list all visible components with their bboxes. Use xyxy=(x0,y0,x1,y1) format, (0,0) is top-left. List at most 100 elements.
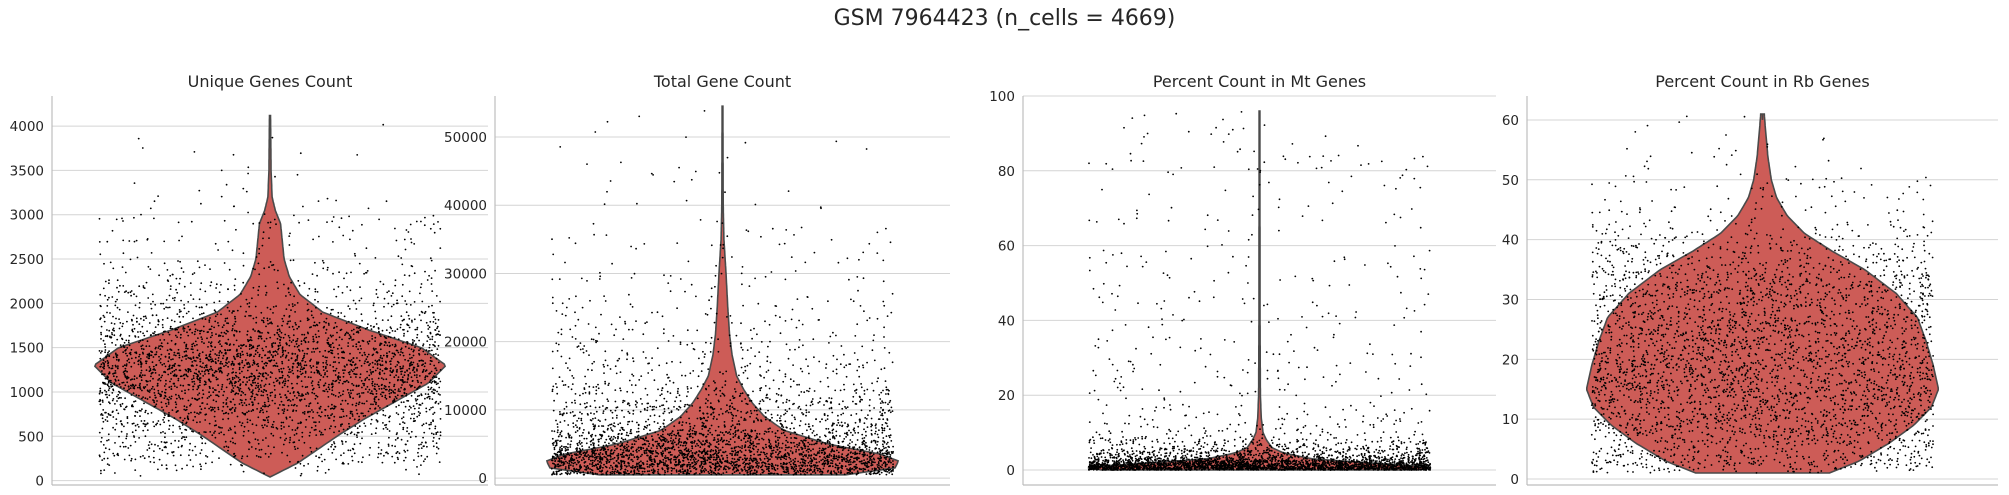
cell-point xyxy=(675,434,677,437)
cell-point xyxy=(128,361,131,364)
cell-point xyxy=(145,317,148,319)
cell-point xyxy=(161,345,164,348)
cell-point xyxy=(657,471,659,473)
cell-point xyxy=(747,446,750,449)
cell-point xyxy=(637,446,640,449)
cell-point xyxy=(201,396,204,399)
cell-point xyxy=(353,433,356,436)
cell-point xyxy=(342,234,345,237)
cell-point xyxy=(192,377,195,380)
cell-point xyxy=(161,374,164,377)
cell-point xyxy=(214,320,217,323)
cell-point xyxy=(410,364,413,366)
cell-point xyxy=(334,374,337,376)
cell-point xyxy=(617,433,620,436)
cell-point xyxy=(107,380,110,383)
cell-point xyxy=(317,200,320,203)
cell-point xyxy=(292,334,295,337)
cell-point xyxy=(731,472,734,475)
cell-point xyxy=(386,352,388,355)
cell-point xyxy=(315,455,317,457)
cell-point xyxy=(628,456,631,459)
cell-point xyxy=(255,455,258,457)
cell-point xyxy=(125,352,127,355)
cell-point xyxy=(291,429,294,431)
cell-point xyxy=(602,410,605,412)
cell-point xyxy=(252,267,255,270)
cell-point xyxy=(831,432,834,434)
cell-point xyxy=(164,414,166,416)
cell-point xyxy=(220,345,223,348)
cell-point xyxy=(820,470,823,473)
cell-point xyxy=(860,386,863,389)
cell-point xyxy=(330,393,333,395)
cell-point xyxy=(112,398,115,400)
cell-point xyxy=(844,465,847,468)
cell-point xyxy=(268,359,270,362)
cell-point xyxy=(434,427,437,430)
cell-point xyxy=(791,308,794,311)
cell-point xyxy=(420,220,422,223)
cell-point xyxy=(216,313,219,316)
cell-point xyxy=(186,464,188,467)
cell-point xyxy=(333,431,335,434)
cell-point xyxy=(275,362,278,365)
cell-point xyxy=(130,318,133,321)
cell-point xyxy=(196,412,199,415)
cell-point xyxy=(229,440,232,443)
cell-point xyxy=(152,332,154,334)
cell-point xyxy=(107,364,109,367)
cell-point xyxy=(228,378,231,380)
cell-point xyxy=(661,428,664,431)
cell-point xyxy=(225,386,228,389)
cell-point xyxy=(307,308,310,311)
cell-point xyxy=(204,419,207,421)
cell-point xyxy=(193,359,196,362)
cell-point xyxy=(881,424,884,426)
cell-point xyxy=(312,347,315,350)
cell-point xyxy=(332,361,335,363)
cell-point xyxy=(381,364,384,366)
cell-point xyxy=(374,363,376,365)
cell-point xyxy=(177,440,180,442)
cell-point xyxy=(860,409,863,412)
y-tick-label: 500 xyxy=(18,429,44,445)
cell-point xyxy=(421,441,423,444)
cell-point xyxy=(153,331,156,333)
cell-point xyxy=(297,422,300,425)
cell-point xyxy=(247,166,250,169)
cell-point xyxy=(139,360,142,363)
cell-point xyxy=(326,339,329,341)
cell-point xyxy=(195,372,198,375)
cell-point xyxy=(304,376,306,378)
cell-point xyxy=(370,325,372,327)
cell-point xyxy=(672,335,675,337)
cell-point xyxy=(632,413,635,415)
cell-point xyxy=(303,354,305,357)
cell-point xyxy=(171,451,174,454)
cell-point xyxy=(293,395,296,397)
cell-point xyxy=(361,437,363,440)
cell-point xyxy=(285,308,288,310)
cell-point xyxy=(112,267,115,270)
cell-point xyxy=(423,445,425,447)
cell-point xyxy=(267,351,269,353)
cell-point xyxy=(319,379,322,381)
cell-point xyxy=(364,414,367,417)
cell-point xyxy=(281,381,284,384)
cell-point xyxy=(122,365,124,368)
cell-point xyxy=(138,437,141,439)
cell-point xyxy=(352,397,354,400)
cell-point xyxy=(439,247,442,250)
cell-point xyxy=(152,421,155,423)
cell-point xyxy=(212,399,215,402)
cell-point xyxy=(333,415,336,418)
cell-point xyxy=(379,344,381,347)
cell-point xyxy=(240,424,243,427)
cell-point xyxy=(107,412,110,415)
cell-point xyxy=(562,461,565,464)
cell-point xyxy=(136,411,139,414)
cell-point xyxy=(885,473,888,476)
cell-point xyxy=(408,318,411,320)
panel-title: Unique Genes Count xyxy=(188,72,353,91)
